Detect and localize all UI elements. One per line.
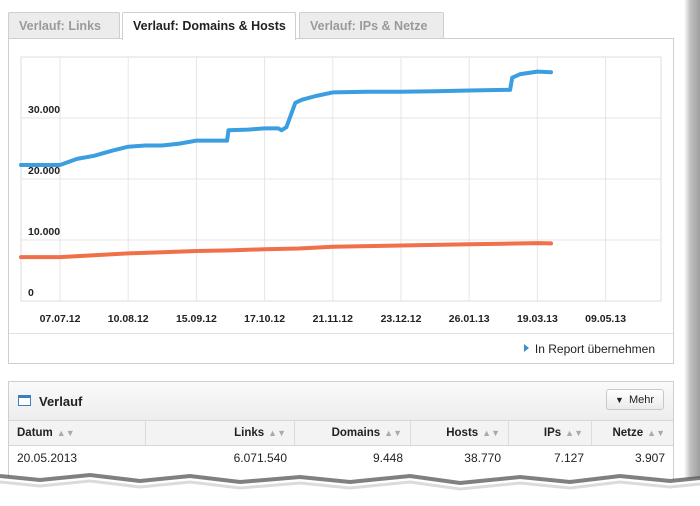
more-button-label: Mehr: [628, 394, 654, 406]
y-tick-label: 0: [28, 287, 34, 299]
chart-series: [19, 69, 553, 260]
cell-domains: 9.448: [372, 451, 403, 465]
history-chart: 0 10.000 20.000 30.000 07.07.12 10.08.12 15.0…: [19, 56, 662, 325]
x-tick-label: 19.03.13: [517, 313, 558, 325]
column-header-datum[interactable]: Datum ▲▼: [9, 421, 146, 445]
series-line-0: [19, 69, 553, 167]
table-header-row: Datum ▲▼ Links ▲▼ Domains ▲▼ Hosts ▲▼ IPs ▲▼ …: [9, 421, 673, 446]
column-header-ips[interactable]: IPs ▲▼: [509, 421, 592, 445]
column-header-links[interactable]: Links ▲▼: [146, 421, 295, 445]
x-tick-label: 07.07.12: [40, 313, 81, 325]
y-tick-label: 10.000: [28, 226, 60, 238]
x-tick-label: 09.05.13: [585, 313, 626, 325]
x-tick-label: 21.11.12: [313, 313, 353, 325]
cell-links: 6.071.540: [233, 451, 287, 465]
column-header-netze[interactable]: Netze ▲▼: [592, 421, 673, 445]
column-header-label: IPs: [543, 427, 562, 439]
tab-ips-netze[interactable]: Verlauf: IPs & Netze: [299, 12, 444, 38]
column-header-label: Netze: [612, 427, 644, 439]
tab-links[interactable]: Verlauf: Links: [8, 12, 120, 38]
report-link[interactable]: In Report übernehmen: [523, 342, 655, 356]
triangle-right-icon: [523, 344, 529, 352]
column-header-domains[interactable]: Domains ▲▼: [295, 421, 411, 445]
sort-icon: ▲▼: [482, 428, 500, 438]
column-header-label: Domains: [331, 427, 381, 439]
sort-icon: ▲▼: [268, 428, 286, 438]
x-axis-ticks: 07.07.12 10.08.12 15.09.12 17.10.12 21.11.12…: [40, 313, 627, 325]
history-table-panel: Verlauf ▼ Mehr Datum ▲▼ Links ▲▼ Domains ▲▼ …: [8, 381, 674, 506]
chart-grid: [20, 56, 662, 302]
table-panel-title: Verlauf: [39, 394, 83, 409]
sort-icon: ▲▼: [565, 428, 583, 438]
table-panel-header: Verlauf ▼ Mehr: [9, 382, 673, 421]
cell-datum: 20.05.2013: [17, 451, 78, 465]
series-line-1: [19, 241, 553, 260]
report-link-label: In Report übernehmen: [534, 342, 655, 356]
x-tick-label: 17.10.12: [244, 313, 285, 325]
x-tick-label: 10.08.12: [108, 313, 149, 325]
column-header-label: Datum: [17, 427, 53, 439]
cell-netze: 3.907: [634, 451, 665, 465]
x-tick-label: 23.12.12: [381, 313, 422, 325]
x-tick-label: 26.01.13: [449, 313, 490, 325]
tab-domains-hosts[interactable]: Verlauf: Domains & Hosts: [122, 12, 296, 40]
sort-icon: ▲▼: [56, 428, 75, 438]
chart-panel: 0 10.000 20.000 30.000 07.07.12 10.08.12 15.0…: [8, 38, 674, 364]
window-icon: [18, 395, 31, 406]
divider: [9, 333, 673, 334]
cell-hosts: 38.770: [464, 451, 501, 465]
column-header-label: Hosts: [446, 427, 479, 439]
cell-ips: 7.127: [553, 451, 584, 465]
column-header-hosts[interactable]: Hosts ▲▼: [411, 421, 509, 445]
y-tick-label: 30.000: [28, 104, 60, 116]
more-button[interactable]: ▼ Mehr: [606, 389, 664, 410]
y-tick-label: 20.000: [28, 165, 60, 177]
chevron-down-icon: ▼: [615, 395, 624, 405]
column-header-label: Links: [234, 427, 265, 439]
sort-icon: ▲▼: [647, 428, 665, 438]
torn-edge-bottom: [0, 472, 700, 506]
torn-edge-right: [684, 0, 700, 506]
y-axis-ticks: 0 10.000 20.000 30.000: [28, 104, 60, 299]
x-tick-label: 15.09.12: [176, 313, 217, 325]
sort-icon: ▲▼: [384, 428, 402, 438]
